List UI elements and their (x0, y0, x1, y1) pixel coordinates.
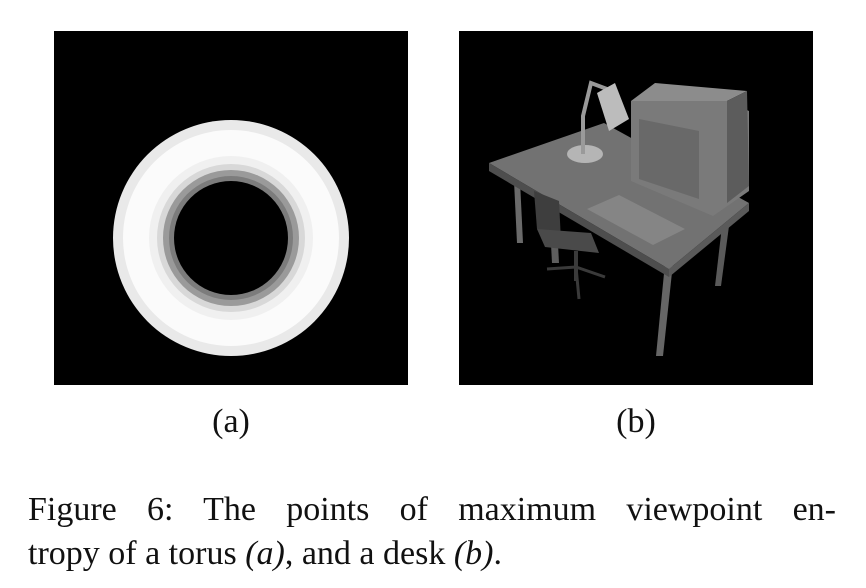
figure-panel-b-desk (459, 31, 813, 385)
desk-top-edge-front (489, 163, 669, 277)
desk-render (489, 80, 749, 356)
desk-leg-back-left (514, 181, 523, 243)
caption-line-2-mid: , and a desk (284, 535, 454, 572)
torus-render (113, 120, 349, 356)
torus-hole (174, 181, 288, 295)
monitor-top (631, 83, 747, 101)
caption-line-2-post: . (493, 535, 503, 572)
panel-a-label: (a) (212, 403, 250, 440)
chair-base-leg (574, 266, 581, 300)
caption-ref-b: (b) (453, 535, 494, 572)
panel-b-label: (b) (616, 403, 656, 440)
chair-seat (537, 229, 599, 253)
caption-line-2: tropy of a torus (a), and a desk (b). (28, 532, 836, 576)
figure-caption: Figure 6: The points of maximum viewpoin… (28, 488, 836, 576)
figure-panel-a-torus (54, 31, 408, 385)
lamp-shade (597, 83, 629, 131)
keyboard (587, 195, 685, 245)
caption-line-1: Figure 6: The points of maximum viewpoin… (28, 491, 836, 528)
desk-leg-front-right (656, 263, 673, 356)
caption-ref-a: (a) (245, 535, 285, 572)
desk-top-edge-right (669, 203, 749, 277)
chair-back (534, 191, 561, 241)
caption-line-2-pre: tropy of a torus (28, 535, 246, 572)
monitor-screen (639, 119, 699, 199)
lamp-arm (581, 80, 608, 154)
monitor-side (727, 91, 749, 203)
desk-leg-back-right (715, 226, 729, 286)
